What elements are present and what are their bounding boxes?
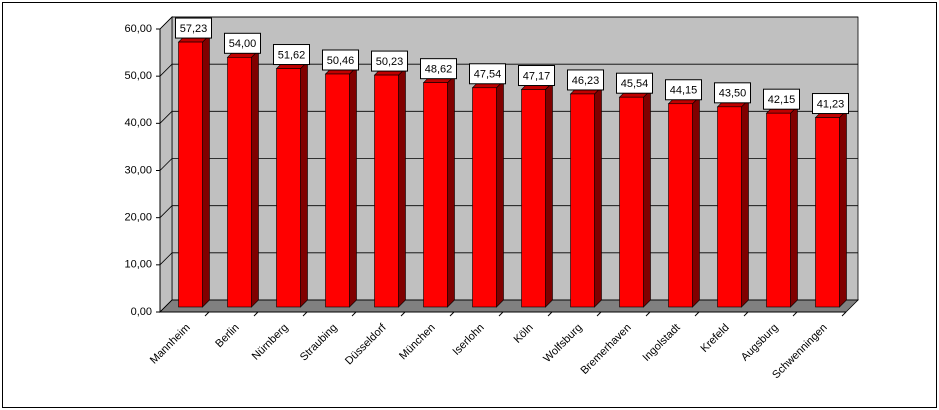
x-tick (302, 311, 308, 317)
value-label: 54,00 (229, 38, 257, 50)
value-label-box (371, 50, 408, 72)
bar (227, 56, 252, 308)
y-tick-label: 0,00 (131, 306, 152, 318)
bar-side (839, 109, 847, 308)
value-label-box (469, 63, 506, 85)
bar (717, 106, 742, 308)
value-label-box (567, 69, 604, 91)
value-label-box (420, 58, 457, 80)
value-label-box (322, 49, 359, 71)
y-tick-label: 50,00 (124, 70, 152, 82)
x-tick (694, 311, 700, 317)
value-label-box (763, 88, 800, 110)
bar-side (741, 99, 749, 308)
value-label: 43,50 (719, 88, 747, 100)
bar-side (594, 86, 602, 308)
bar-side (349, 66, 357, 308)
floor (159, 299, 859, 313)
bar (423, 82, 448, 308)
bar-side (447, 74, 455, 308)
y-tick-label: 40,00 (124, 117, 152, 129)
bar (472, 87, 497, 308)
bar-side (251, 49, 259, 308)
value-label-box (665, 79, 702, 101)
y-tick-label: 20,00 (124, 212, 152, 224)
value-label: 48,62 (425, 64, 453, 76)
grid-line (159, 16, 858, 30)
x-tick (400, 311, 406, 317)
bar (521, 89, 546, 308)
x-tick (498, 311, 504, 317)
value-label: 42,15 (768, 94, 796, 106)
value-label-box (224, 32, 261, 54)
bar (766, 112, 791, 308)
bar-side (692, 96, 700, 308)
bar-side (398, 67, 406, 308)
x-tick (253, 311, 259, 317)
x-tick (792, 311, 798, 317)
y-tick-label: 10,00 (124, 259, 152, 271)
value-label-box (175, 17, 212, 39)
value-label: 50,46 (327, 55, 355, 67)
bar (178, 41, 203, 308)
value-label: 45,54 (621, 78, 649, 90)
x-tick (351, 311, 357, 317)
value-label: 57,23 (180, 23, 208, 35)
x-tick (743, 311, 749, 317)
value-label: 46,23 (572, 75, 600, 87)
bar-side (790, 105, 798, 308)
bar-side (202, 34, 210, 308)
bar (668, 103, 693, 308)
bar (374, 74, 399, 308)
value-label: 47,54 (474, 69, 502, 81)
value-label-box (273, 44, 310, 66)
bar (570, 93, 595, 308)
x-tick (449, 311, 455, 317)
bar-side (643, 89, 651, 308)
value-label: 47,17 (523, 70, 551, 82)
value-label-box (714, 82, 751, 104)
bar (276, 68, 301, 308)
y-tick-label: 60,00 (124, 23, 152, 35)
value-label-box (812, 93, 849, 115)
value-label-box (616, 72, 653, 94)
x-tick (204, 311, 210, 317)
value-label: 41,23 (817, 98, 845, 110)
y-tick-label: 30,00 (124, 164, 152, 176)
x-tick (596, 311, 602, 317)
bar (619, 96, 644, 308)
bar-side (496, 80, 504, 308)
value-label: 50,23 (376, 56, 404, 68)
value-label: 51,62 (278, 49, 306, 61)
x-tick (841, 311, 847, 317)
value-label-box (518, 65, 555, 87)
x-tick (645, 311, 651, 317)
value-label: 44,15 (670, 85, 698, 97)
bar (325, 73, 350, 308)
bar-side (300, 60, 308, 308)
bar-side (545, 81, 553, 308)
bar (815, 117, 840, 308)
grid-line (159, 63, 858, 77)
x-tick (547, 311, 553, 317)
